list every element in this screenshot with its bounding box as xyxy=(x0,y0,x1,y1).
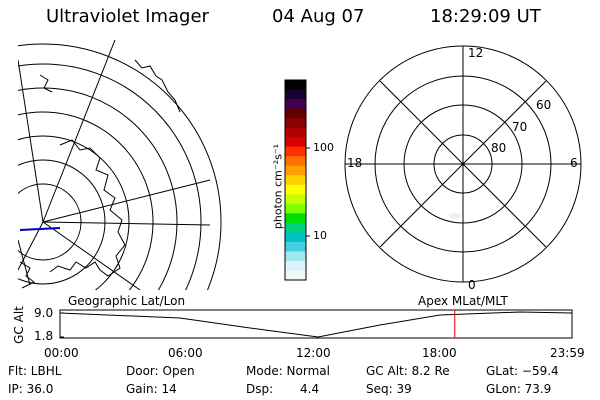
date-readout: 04 Aug 07 xyxy=(272,6,365,27)
colorbar-tick-100: 100 xyxy=(313,141,334,154)
lat-circle xyxy=(18,159,106,285)
colorbar-cell xyxy=(285,99,306,110)
colorbar-cell xyxy=(285,184,306,195)
coastline xyxy=(49,139,126,277)
right-panel-label: Apex MLat/MLT xyxy=(418,294,508,308)
status-filter: Flt: LBHL xyxy=(8,364,62,378)
auroral-blob xyxy=(449,213,461,219)
mlt-label-18: 18 xyxy=(347,156,363,170)
colorbar-cell xyxy=(285,222,306,233)
status-seq: Seq: 39 xyxy=(366,382,412,396)
status-gc-alt: GC Alt: 8.2 Re xyxy=(366,364,450,378)
colorbar-cell xyxy=(285,156,306,167)
mlat-label-80: 80 xyxy=(491,141,507,155)
lat-circle xyxy=(18,63,202,290)
colorbar-cell xyxy=(285,232,306,243)
mlt-label-12: 12 xyxy=(468,46,484,60)
xtick-1200: 12:00 xyxy=(296,346,331,360)
status-dsp-label: Dsp: xyxy=(246,382,274,396)
altitude-curve xyxy=(59,311,573,338)
colorbar-cell xyxy=(285,175,306,186)
status-door: Door: Open xyxy=(126,364,195,378)
lat-circle xyxy=(18,111,154,290)
xtick-0000: 00:00 xyxy=(44,346,79,360)
lat-circle xyxy=(18,183,82,261)
meridian xyxy=(42,221,141,290)
meridian xyxy=(42,40,116,223)
xtick-0600: 06:00 xyxy=(168,346,203,360)
colorbar-cell xyxy=(285,80,306,91)
status-gain: Gain: 14 xyxy=(126,382,177,396)
colorbar-cell xyxy=(285,270,306,281)
instrument-title: Ultraviolet Imager xyxy=(46,6,209,27)
status-dsp-value: 4.4 xyxy=(300,382,320,396)
colorbar-cell xyxy=(285,127,306,138)
lat-circle xyxy=(18,43,222,290)
coastline xyxy=(134,59,181,113)
xtick-1800: 18:00 xyxy=(422,346,457,360)
colorbar-cell xyxy=(285,260,306,271)
colorbar-cell xyxy=(285,213,306,224)
mlt-label-6: 6 xyxy=(570,156,578,170)
left-panel-label: Geographic Lat/Lon xyxy=(68,294,186,308)
ytick-bottom-label: 1.8 xyxy=(34,329,54,343)
coastline xyxy=(39,74,53,93)
status-mode: Mode: Normal xyxy=(246,364,330,378)
mlt-label-0: 0 xyxy=(468,278,476,292)
colorbar-cell xyxy=(285,137,306,148)
meridian xyxy=(42,221,211,226)
colorbar-cell xyxy=(285,108,306,119)
colorbar-cell xyxy=(285,118,306,129)
colorbar-cell xyxy=(285,194,306,205)
colorbar-cell xyxy=(285,251,306,262)
colorbar-cell xyxy=(285,89,306,100)
subsolar-track xyxy=(19,227,61,231)
status-glon: GLon: 73.9 xyxy=(486,382,552,396)
colorbar-cell xyxy=(285,165,306,176)
mlat-label-60: 60 xyxy=(536,98,552,112)
xtick-2359: 23:59 xyxy=(550,346,585,360)
meridian xyxy=(18,59,44,223)
status-ip: IP: 36.0 xyxy=(8,382,54,396)
ytick-top-label: 9.0 xyxy=(34,306,54,320)
colorbar-tick-10: 10 xyxy=(313,229,327,242)
lat-circle xyxy=(18,87,178,290)
colorbar-frame xyxy=(284,79,307,281)
mlt-line xyxy=(379,80,547,248)
timeline-frame xyxy=(59,309,573,339)
coastline xyxy=(19,261,35,289)
lat-circle xyxy=(18,135,130,290)
colorbar-cell xyxy=(285,203,306,214)
timeline-axis-label: GC Alt xyxy=(12,306,26,344)
mlat-label-70: 70 xyxy=(512,120,528,134)
time-readout: 18:29:09 UT xyxy=(430,6,541,27)
colorbar-cell xyxy=(285,241,306,252)
status-glat: GLat: −59.4 xyxy=(486,364,559,378)
colorbar-cell xyxy=(285,146,306,157)
meridian xyxy=(42,179,211,223)
